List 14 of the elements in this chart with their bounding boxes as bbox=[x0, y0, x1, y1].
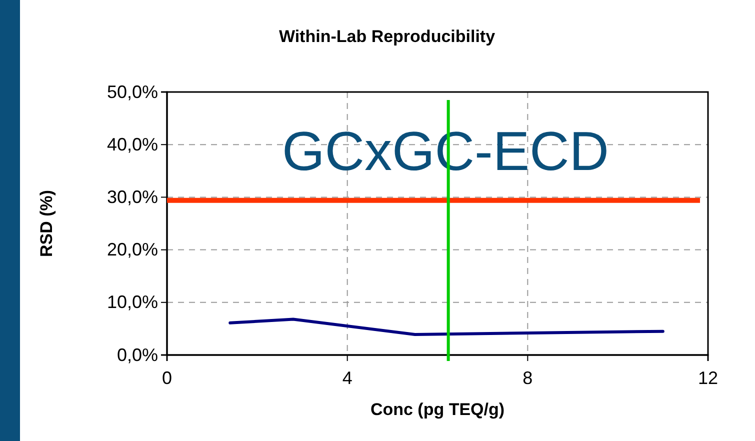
y-tick-label: 30,0% bbox=[106, 186, 158, 207]
x-tick-label: 12 bbox=[698, 368, 718, 388]
chart-title: Within-Lab Reproducibility bbox=[278, 27, 496, 46]
x-axis-title: Conc (pg TEQ/g) bbox=[370, 400, 505, 419]
x-tick-label: 4 bbox=[342, 368, 352, 388]
y-tick-label: 10,0% bbox=[106, 292, 158, 312]
y-tick-label: 20,0% bbox=[106, 240, 158, 260]
y-axis-title: RSD (%) bbox=[37, 190, 56, 258]
line-series bbox=[228, 318, 664, 336]
x-tick-label: 8 bbox=[522, 368, 533, 388]
y-tick-label: 0,0% bbox=[116, 344, 158, 365]
y-tick-label: 50,0% bbox=[106, 82, 158, 102]
x-tick-label: 0 bbox=[162, 368, 172, 388]
y-tick-label: 40,0% bbox=[106, 134, 158, 154]
